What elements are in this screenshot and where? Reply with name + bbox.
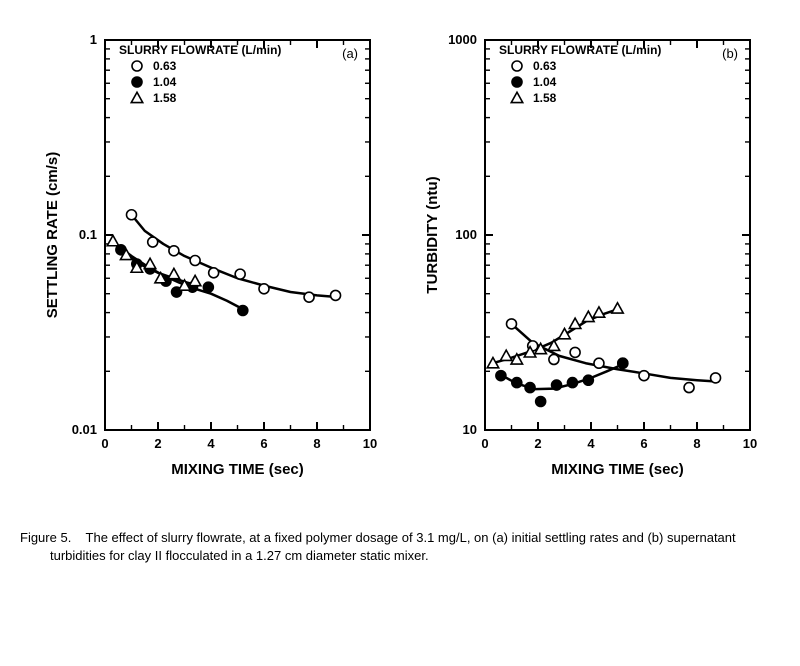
svg-text:2: 2 (154, 436, 161, 451)
svg-text:0: 0 (481, 436, 488, 451)
svg-text:TURBIDITY (ntu): TURBIDITY (ntu) (424, 176, 441, 293)
svg-text:4: 4 (207, 436, 215, 451)
svg-text:MIXING TIME (sec): MIXING TIME (sec) (551, 461, 684, 478)
svg-text:0: 0 (101, 436, 108, 451)
svg-text:6: 6 (640, 436, 647, 451)
figure-caption: Figure 5. The effect of slurry flowrate,… (20, 529, 780, 564)
svg-text:1: 1 (90, 32, 97, 47)
svg-text:10: 10 (463, 422, 477, 437)
svg-text:SLURRY FLOWRATE (L/min): SLURRY FLOWRATE (L/min) (499, 43, 661, 57)
svg-text:(a): (a) (342, 46, 358, 61)
svg-text:10: 10 (743, 436, 757, 451)
panel-a: 0 2 4 6 8 10 0.01 0.1 1 MIXING TIME (sec) SETTLING… (30, 20, 390, 505)
svg-text:1.58: 1.58 (533, 91, 557, 105)
svg-text:1.04: 1.04 (153, 75, 177, 89)
svg-text:SETTLING RATE (cm/s): SETTLING RATE (cm/s) (44, 152, 61, 318)
svg-text:1.04: 1.04 (533, 75, 557, 89)
svg-text:SLURRY FLOWRATE (L/min): SLURRY FLOWRATE (L/min) (119, 43, 281, 57)
panel-a-svg: 0 2 4 6 8 10 0.01 0.1 1 MIXING TIME (sec) SETTLING… (30, 20, 390, 500)
svg-text:2: 2 (534, 436, 541, 451)
svg-text:0.01: 0.01 (72, 422, 97, 437)
svg-text:MIXING TIME (sec): MIXING TIME (sec) (171, 461, 304, 478)
svg-text:1000: 1000 (448, 32, 477, 47)
svg-text:1.58: 1.58 (153, 91, 177, 105)
svg-text:8: 8 (693, 436, 700, 451)
svg-text:6: 6 (260, 436, 267, 451)
svg-text:0.63: 0.63 (533, 59, 557, 73)
svg-text:(b): (b) (722, 46, 738, 61)
panel-b-svg: 0 2 4 6 8 10 10 100 1000 MIXING TIME (sec) TURBIDI… (410, 20, 770, 500)
caption-label: Figure 5. (20, 530, 71, 545)
panel-b: 0 2 4 6 8 10 10 100 1000 MIXING TIME (sec) TURBIDI… (410, 20, 770, 505)
svg-text:0.1: 0.1 (79, 227, 97, 242)
svg-text:10: 10 (363, 436, 377, 451)
caption-text: The effect of slurry flowrate, at a fixe… (50, 530, 736, 563)
svg-text:8: 8 (313, 436, 320, 451)
svg-text:100: 100 (455, 227, 477, 242)
svg-text:0.63: 0.63 (153, 59, 177, 73)
panels-row: 0 2 4 6 8 10 0.01 0.1 1 MIXING TIME (sec) SETTLING… (20, 20, 780, 505)
svg-text:4: 4 (587, 436, 595, 451)
figure: 0 2 4 6 8 10 0.01 0.1 1 MIXING TIME (sec) SETTLING… (20, 20, 780, 564)
